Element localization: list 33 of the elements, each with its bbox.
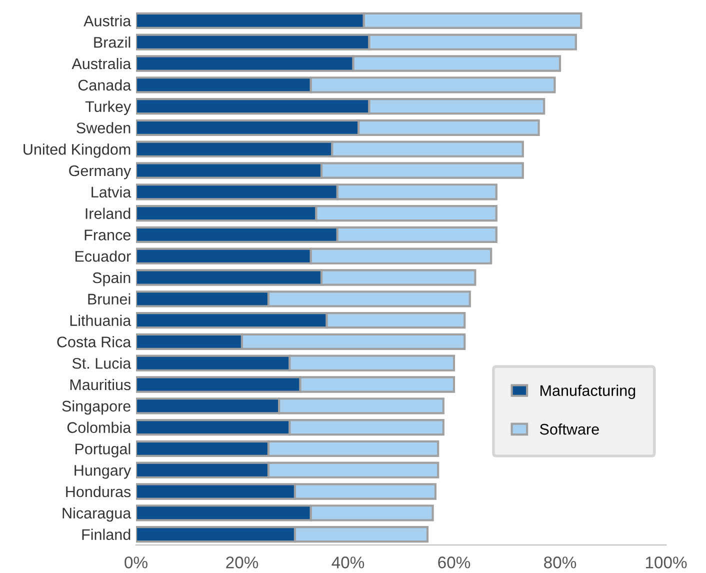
x-tick-label: 80% <box>544 556 576 568</box>
x-tick-label: 100% <box>646 556 687 568</box>
y-tick-label: Austria <box>84 15 132 26</box>
y-tick-label: Portugal <box>75 443 130 458</box>
y-tick-label: Lithuania <box>70 314 132 326</box>
y-tick-label: Spain <box>92 272 130 286</box>
y-tick-label: Hungary <box>74 465 132 479</box>
y-tick-label: United Kingdom <box>24 144 130 158</box>
y-tick-label: Ireland <box>86 208 130 219</box>
y-tick-label: Nicaragua <box>62 507 132 522</box>
x-tick-label: 60% <box>438 556 470 568</box>
y-tick-label: Germany <box>69 165 132 180</box>
y-tick-label: Colombia <box>67 422 132 433</box>
y-tick-label: Brunei <box>88 293 130 305</box>
y-tick-label: Costa Rica <box>57 336 132 348</box>
y-tick-label: Mauritius <box>70 378 131 390</box>
legend-label: Manufacturing <box>540 384 636 400</box>
legend-label: Software <box>540 423 599 435</box>
y-tick-label: Turkey <box>85 100 132 116</box>
y-tick-label: Brazil <box>94 36 130 48</box>
x-tick-label: 0% <box>124 556 148 568</box>
x-tick-label: 40% <box>332 556 364 568</box>
y-tick-label: St. Lucia <box>72 358 132 369</box>
y-tick-label: Singapore <box>62 400 130 415</box>
y-tick-label: France <box>84 230 130 240</box>
x-tick-label: 20% <box>226 556 258 568</box>
y-tick-label: Honduras <box>66 486 131 498</box>
y-tick-label: Sweden <box>76 122 130 134</box>
y-tick-label: Latvia <box>92 186 132 198</box>
y-tick-label: Canada <box>78 79 132 91</box>
y-tick-label: Ecuador <box>75 250 131 262</box>
y-tick-label: Australia <box>72 58 132 70</box>
y-tick-label: Finland <box>82 528 130 540</box>
